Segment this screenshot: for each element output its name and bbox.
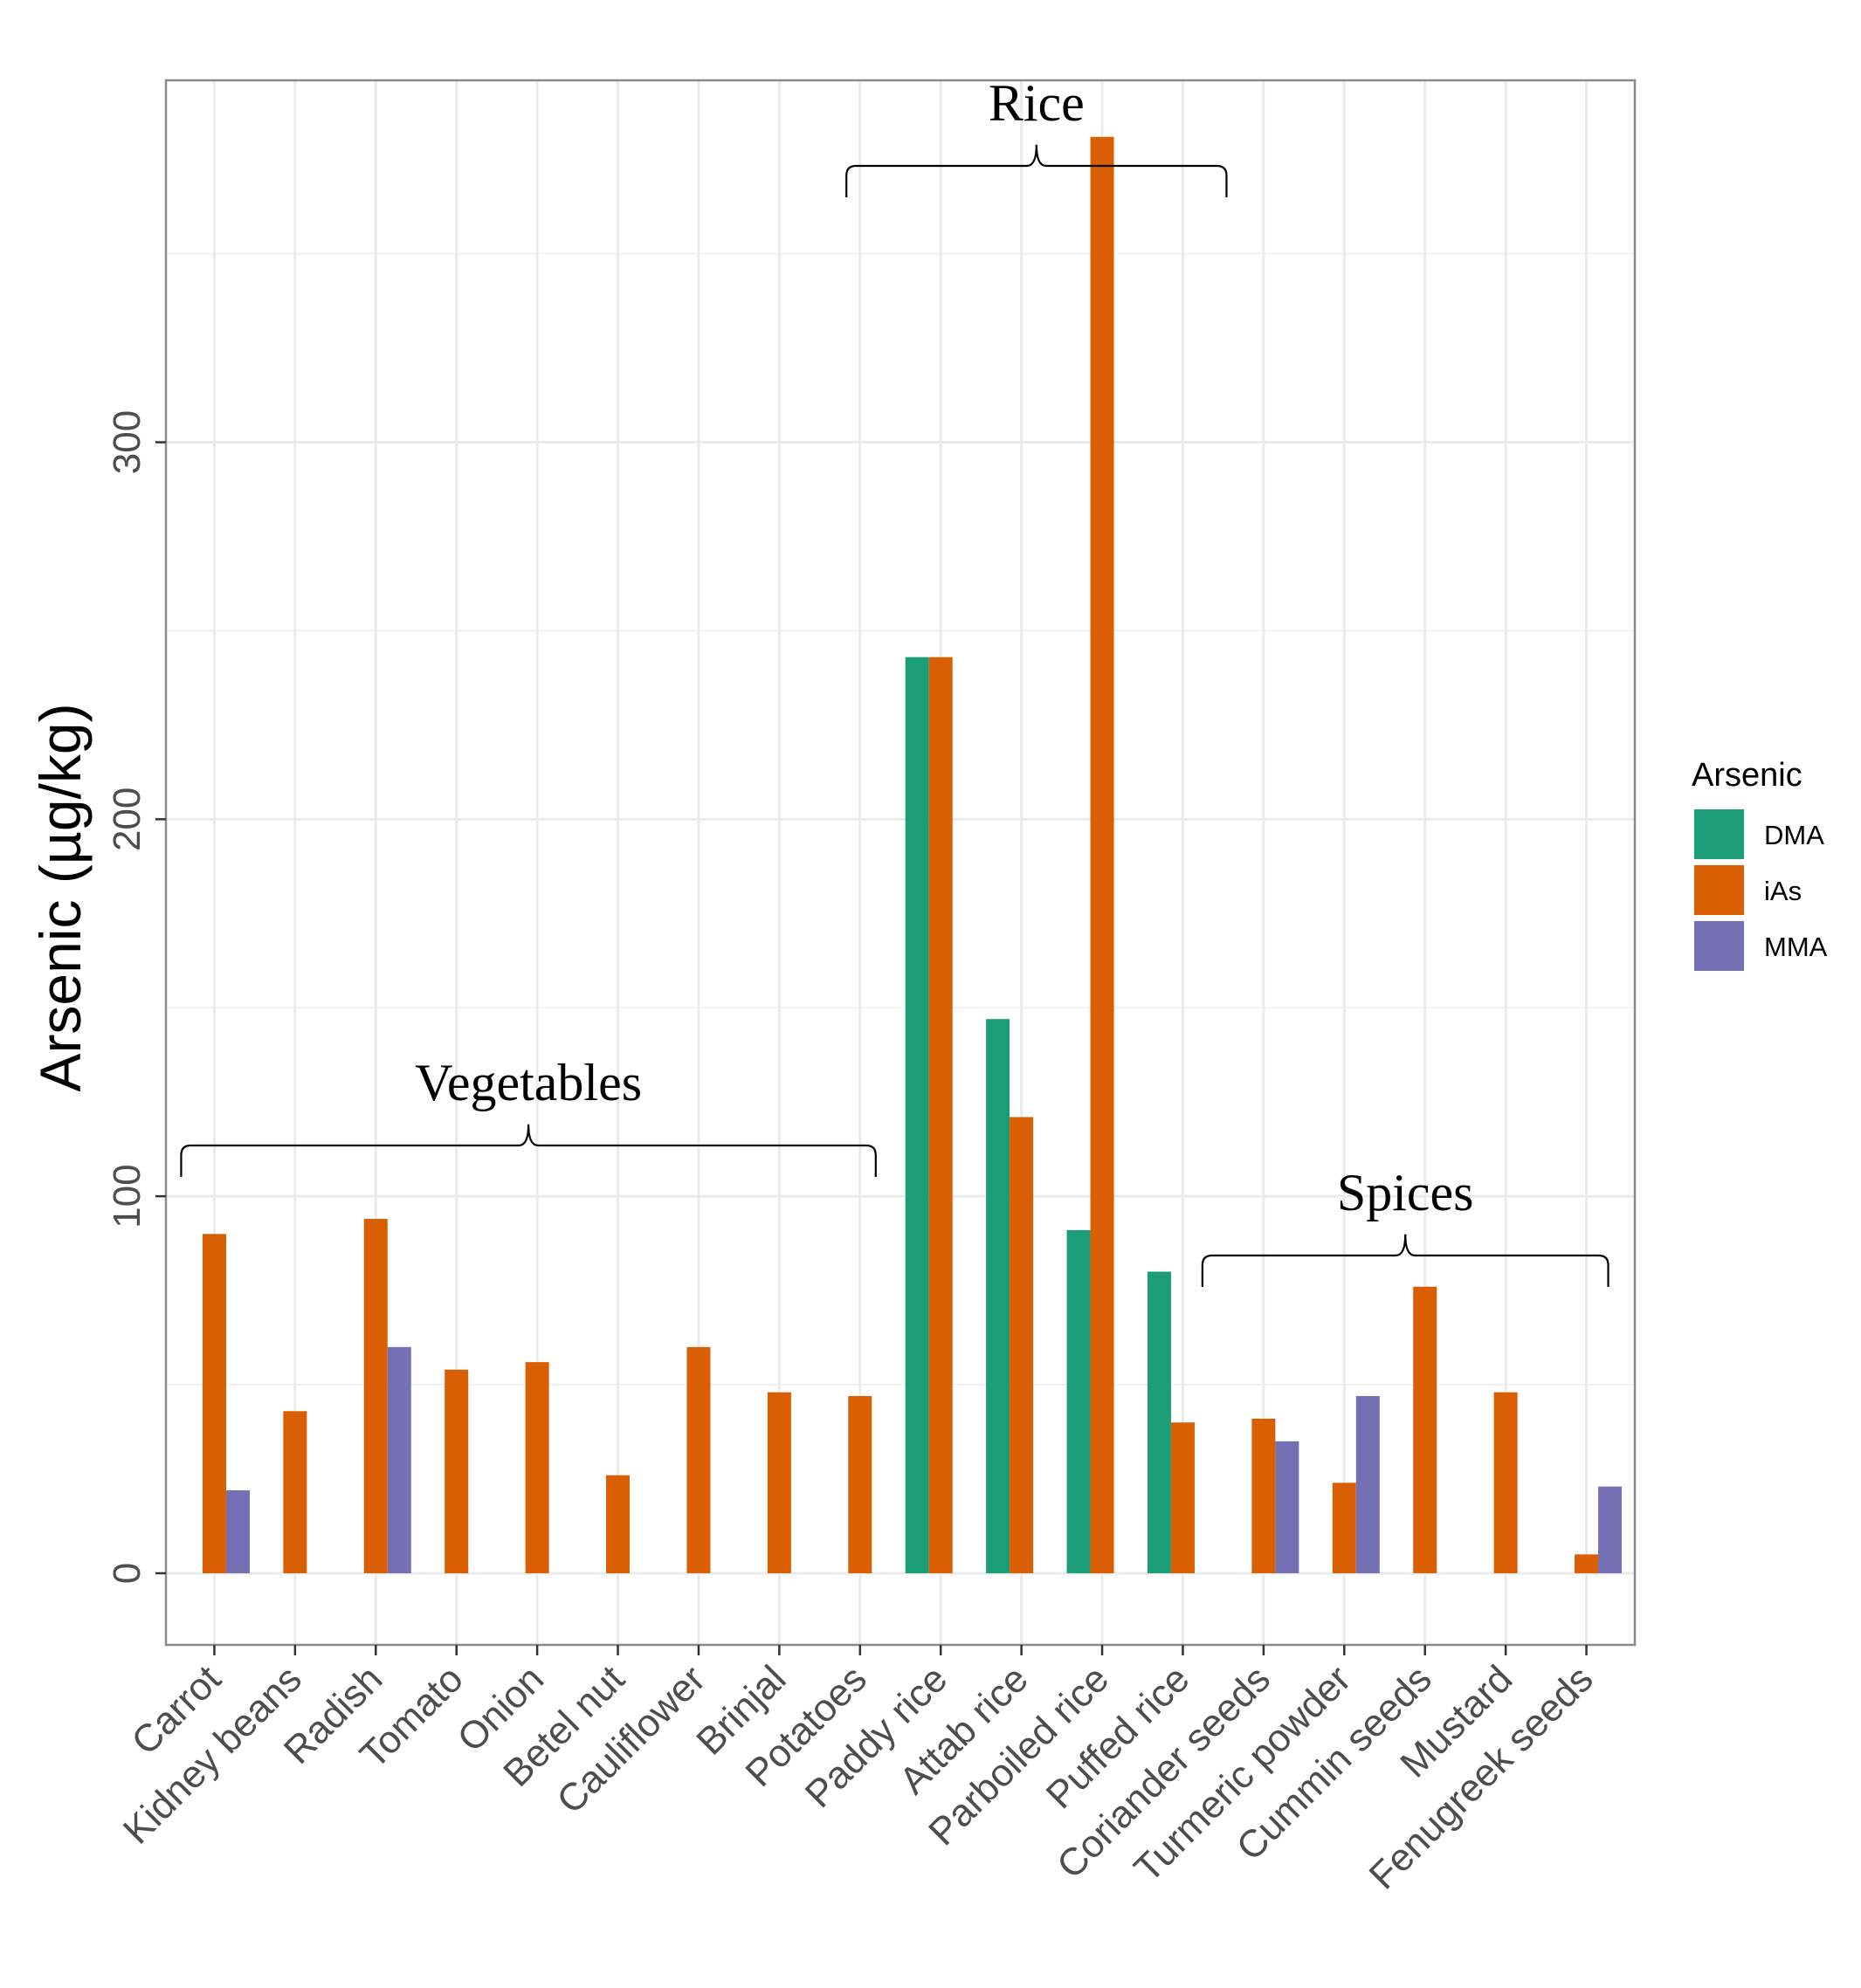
annotation-label: Vegetables	[415, 1054, 642, 1111]
annotation-label: Rice	[989, 74, 1085, 132]
annotation-brace	[180, 1124, 877, 1177]
bar-mma-radish	[387, 1346, 411, 1573]
bar-mma-coriander-seeds	[1275, 1441, 1299, 1573]
annotation-brace	[845, 144, 1228, 197]
bar-mma-fenugreek-seeds	[1598, 1486, 1623, 1573]
bar-dma-attab-rice	[986, 1019, 1010, 1573]
bar-ias-fenugreek-seeds	[1575, 1554, 1599, 1573]
y-tick-label: 200	[106, 788, 148, 851]
legend-key-ias	[1694, 865, 1744, 915]
bar-ias-tomato	[445, 1369, 469, 1573]
legend-label-mma: MMA	[1764, 932, 1828, 962]
bar-ias-kidney-beans	[283, 1411, 307, 1573]
legend-label-dma: DMA	[1764, 820, 1824, 850]
legend: Arsenic DMA iAs MMA	[1692, 757, 1828, 971]
bar-dma-puffed-rice	[1147, 1271, 1171, 1573]
bar-ias-mustard	[1493, 1392, 1518, 1573]
legend-key-mma	[1694, 921, 1744, 971]
bar-ias-brinjal	[767, 1392, 791, 1573]
annotation-label: Spices	[1337, 1164, 1474, 1221]
bar-ias-parboiled-rice	[1090, 136, 1114, 1573]
y-tick-label: 100	[106, 1164, 148, 1228]
y-tick-label: 300	[106, 410, 148, 474]
bar-ias-paddy-rice	[928, 657, 953, 1573]
group-annotations: Vegetables Rice Spices	[180, 74, 1609, 1287]
bar-ias-potatoes	[848, 1396, 872, 1573]
bar-ias-radish	[363, 1219, 388, 1573]
legend-title: Arsenic	[1692, 757, 1802, 794]
bar-dma-parboiled-rice	[1066, 1230, 1091, 1573]
legend-label-ias: iAs	[1764, 876, 1802, 906]
bar-ias-turmeric-powder	[1332, 1482, 1356, 1573]
y-axis: 0 100 200 300	[106, 410, 166, 1584]
bar-mma-carrot	[225, 1489, 250, 1573]
legend-key-dma	[1694, 809, 1744, 859]
bar-ias-coriander-seeds	[1251, 1418, 1276, 1573]
bar-ias-cummin-seeds	[1413, 1286, 1437, 1573]
bar-ias-cauliflower	[686, 1346, 711, 1573]
bars	[202, 136, 1623, 1573]
bar-ias-carrot	[202, 1234, 226, 1573]
plot-panel-border	[164, 79, 1637, 1647]
bar-ias-betel-nut	[606, 1475, 631, 1573]
y-axis-title: Arsenic (µg/kg)	[28, 703, 93, 1091]
bar-ias-puffed-rice	[1170, 1422, 1195, 1573]
y-tick-label: 0	[106, 1563, 148, 1584]
bar-mma-turmeric-powder	[1355, 1396, 1380, 1573]
bar-ias-attab-rice	[1010, 1117, 1034, 1573]
annotation-brace	[1201, 1234, 1609, 1287]
bar-ias-onion	[525, 1362, 549, 1573]
bar-dma-paddy-rice	[905, 657, 929, 1573]
